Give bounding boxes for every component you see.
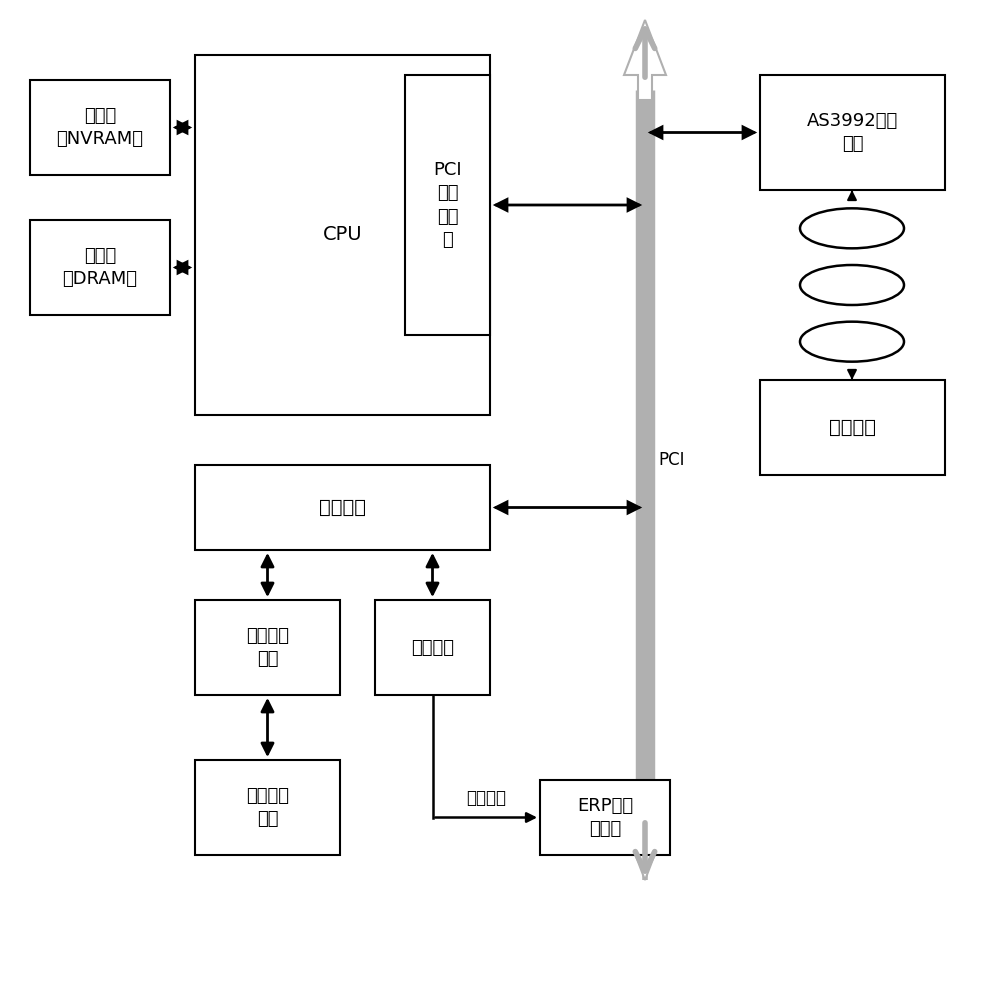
Bar [375,600,490,695]
Bar [540,780,670,855]
Bar [760,75,945,190]
Bar [195,55,490,415]
Text: CPU: CPU [323,226,362,244]
Polygon shape [624,20,666,100]
Ellipse shape [800,208,904,248]
Bar [30,80,170,175]
Bar [30,220,170,315]
Ellipse shape [800,265,904,305]
Text: 计件模块: 计件模块 [411,639,454,656]
Text: ERP管理
服务器: ERP管理 服务器 [577,797,634,838]
Bar [760,380,945,475]
Text: 存储器
（DRAM）: 存储器 （DRAM） [63,247,137,288]
Text: AS3992射频
芯片: AS3992射频 芯片 [807,112,898,153]
Polygon shape [624,800,666,880]
Text: PCI: PCI [658,451,684,469]
Text: 总线接口: 总线接口 [319,498,366,517]
Text: 人机界面
模块: 人机界面 模块 [246,787,289,828]
Text: PCI
桥接
控制
器: PCI 桥接 控制 器 [433,161,462,249]
Bar [195,465,490,550]
Bar [195,760,340,855]
Ellipse shape [800,322,904,362]
Text: 权限管理
模块: 权限管理 模块 [246,627,289,668]
Text: 存储器
（NVRAM）: 存储器 （NVRAM） [57,107,144,148]
Bar [405,75,490,335]
Text: 电子标签: 电子标签 [829,418,876,437]
Bar [195,600,340,695]
Text: 现场总线: 现场总线 [467,790,506,808]
